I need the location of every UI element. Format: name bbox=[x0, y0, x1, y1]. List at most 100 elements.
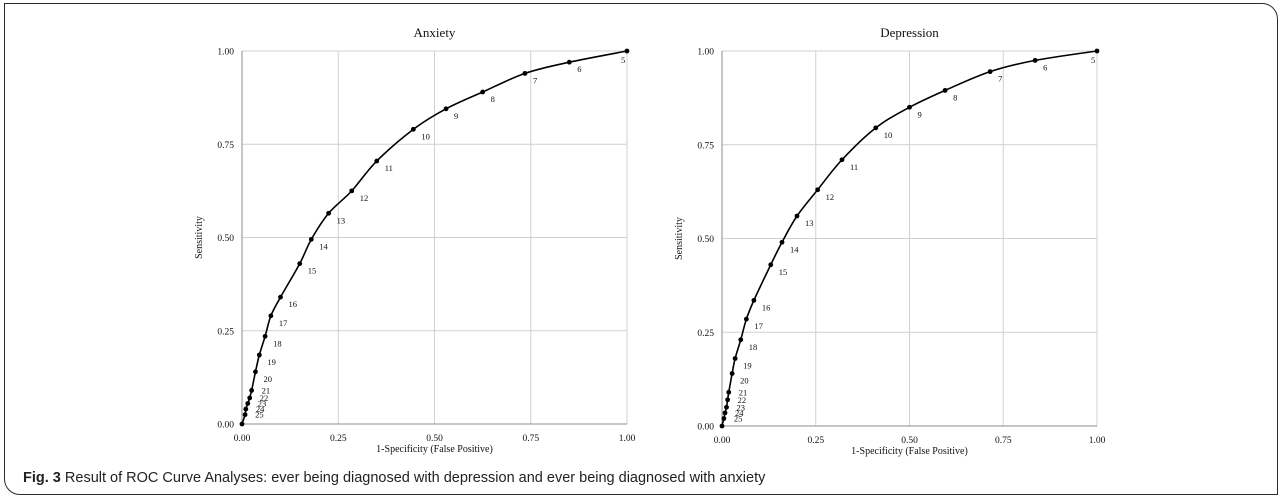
roc-point-marker bbox=[942, 87, 948, 93]
roc-point-marker bbox=[726, 389, 732, 395]
cutoff-score-label: 15 bbox=[779, 267, 788, 277]
roc-point-marker bbox=[907, 104, 912, 110]
x-tick-label: 1.00 bbox=[619, 434, 636, 444]
cutoff-score-label: 20 bbox=[740, 376, 749, 386]
x-tick-label: 1.00 bbox=[1089, 436, 1106, 446]
cutoff-score-label: 21 bbox=[739, 387, 748, 397]
roc-point-marker bbox=[297, 261, 303, 267]
cutoff-score-label: 24 bbox=[735, 408, 744, 418]
x-tick-label: 0.25 bbox=[807, 436, 824, 446]
cutoff-score-label: 12 bbox=[826, 192, 835, 202]
roc-point-marker bbox=[243, 406, 249, 412]
roc-point-marker bbox=[256, 352, 262, 358]
x-tick-label: 0.75 bbox=[522, 434, 539, 444]
figure-frame: 0.00 0.25 0.50 0.75 1.00 0.00 0.25 0.50 0.75 1.00… bbox=[4, 3, 1278, 495]
cutoff-score-label: 13 bbox=[337, 215, 346, 225]
roc-point-marker bbox=[839, 157, 845, 163]
x-tick-label: 0.50 bbox=[901, 436, 918, 446]
cutoff-score-label: 18 bbox=[273, 338, 282, 348]
x-axis-label: 1-Specificity (False Positive) bbox=[851, 446, 968, 457]
cutoff-score-label: 21 bbox=[262, 385, 271, 395]
y-tick-label: 0.75 bbox=[697, 141, 714, 151]
cutoff-score-label: 16 bbox=[289, 299, 298, 309]
cutoff-score-label: 6 bbox=[577, 64, 581, 74]
roc-point-marker bbox=[308, 236, 314, 242]
cutoff-score-label: 25 bbox=[255, 410, 264, 420]
figure-caption: Fig. 3 Result of ROC Curve Analyses: eve… bbox=[23, 470, 765, 486]
cutoff-score-label: 10 bbox=[884, 130, 893, 140]
roc-point-marker bbox=[239, 421, 245, 427]
cutoff-score-label: 20 bbox=[263, 374, 272, 384]
roc-point-marker bbox=[751, 297, 757, 303]
roc-point-marker bbox=[719, 423, 725, 429]
roc-point-marker bbox=[278, 294, 283, 300]
y-tick-label: 0.00 bbox=[697, 423, 714, 433]
roc-chart-depression: 0.00 0.25 0.50 0.75 1.00 0.00 0.25 0.50 0.75 1.00… bbox=[674, 25, 1106, 457]
roc-point-marker bbox=[732, 356, 738, 361]
roc-point-marker bbox=[1032, 57, 1038, 63]
cutoff-score-label: 25 bbox=[734, 414, 743, 424]
x-tick-label: 0.00 bbox=[714, 436, 731, 446]
chart-title: Anxiety bbox=[414, 25, 456, 40]
cutoff-score-label: 14 bbox=[790, 244, 799, 254]
cutoff-score-label: 22 bbox=[738, 395, 747, 405]
y-tick-label: 1.00 bbox=[697, 48, 714, 58]
roc-point-marker bbox=[722, 410, 728, 416]
cutoff-score-label: 17 bbox=[279, 318, 288, 328]
cutoff-score-label: 8 bbox=[953, 92, 957, 102]
y-axis-label: Sensitivity bbox=[194, 216, 205, 259]
y-tick-label: 0.50 bbox=[697, 235, 714, 245]
cutoff-score-label: 5 bbox=[621, 55, 625, 65]
roc-point-marker bbox=[262, 333, 268, 339]
x-tick-label: 0.25 bbox=[330, 434, 347, 444]
cutoff-score-label: 12 bbox=[360, 193, 369, 203]
cutoff-score-label: 11 bbox=[850, 162, 858, 172]
roc-point-marker bbox=[566, 59, 572, 65]
y-tick-label: 0.25 bbox=[217, 327, 234, 337]
cutoff-score-label: 7 bbox=[533, 75, 537, 85]
roc-point-marker bbox=[624, 48, 630, 54]
cutoff-score-label: 15 bbox=[308, 266, 317, 276]
cutoff-score-label: 18 bbox=[749, 342, 758, 352]
roc-point-marker bbox=[725, 397, 731, 403]
cutoff-score-label: 8 bbox=[491, 94, 495, 104]
x-tick-label: 0.75 bbox=[995, 436, 1012, 446]
cutoff-score-label: 17 bbox=[754, 321, 763, 331]
cutoff-score-label: 11 bbox=[385, 163, 393, 173]
roc-point-marker bbox=[443, 106, 449, 112]
y-tick-label: 0.75 bbox=[217, 141, 234, 151]
roc-point-marker bbox=[249, 388, 255, 393]
roc-point-marker bbox=[374, 158, 380, 164]
roc-point-marker bbox=[253, 369, 258, 375]
cutoff-score-label: 23 bbox=[258, 398, 267, 408]
caption-text: Result of ROC Curve Analyses: ever being… bbox=[64, 470, 766, 486]
cutoff-score-label: 13 bbox=[805, 218, 814, 228]
roc-point-marker bbox=[729, 371, 735, 376]
roc-point-marker bbox=[987, 69, 993, 75]
roc-chart-anxiety: 0.00 0.25 0.50 0.75 1.00 0.00 0.25 0.50 0.75 1.00… bbox=[194, 25, 636, 455]
roc-point-marker bbox=[410, 126, 416, 132]
y-tick-label: 0.25 bbox=[697, 329, 714, 339]
roc-point-marker bbox=[349, 188, 355, 194]
chart-title: Depression bbox=[880, 25, 939, 40]
cutoff-score-label: 19 bbox=[743, 361, 752, 371]
x-tick-label: 0.50 bbox=[426, 434, 443, 444]
cutoff-score-label: 19 bbox=[267, 357, 276, 367]
cutoff-score-label: 9 bbox=[918, 109, 922, 119]
roc-point-marker bbox=[738, 337, 744, 343]
cutoff-score-label: 14 bbox=[319, 241, 328, 251]
roc-point-marker bbox=[480, 89, 486, 95]
roc-point-marker bbox=[794, 213, 800, 219]
roc-point-marker bbox=[1094, 48, 1100, 54]
cutoff-score-label: 5 bbox=[1091, 55, 1095, 65]
roc-point-marker bbox=[815, 187, 821, 193]
roc-point-marker bbox=[768, 262, 774, 268]
roc-point-marker bbox=[779, 239, 785, 245]
cutoff-score-label: 16 bbox=[762, 302, 771, 312]
cutoff-score-label: 9 bbox=[454, 111, 458, 121]
roc-point-marker bbox=[873, 125, 879, 131]
roc-point-marker bbox=[522, 70, 528, 76]
cutoff-score-label: 10 bbox=[421, 131, 430, 141]
cutoff-score-label: 7 bbox=[998, 74, 1002, 84]
y-tick-label: 0.00 bbox=[217, 421, 234, 431]
